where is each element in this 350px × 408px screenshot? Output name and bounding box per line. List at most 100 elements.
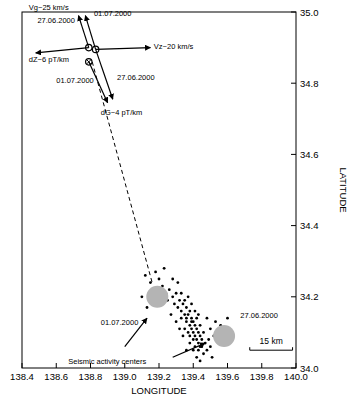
y-tick-label: 35.0 [300, 7, 319, 18]
arrow [96, 49, 113, 99]
seismic-event [144, 274, 147, 277]
seismic-event [178, 299, 181, 302]
seismic-event [209, 327, 212, 330]
seismic-event [163, 267, 166, 270]
annotation: 01.07.2000 [56, 76, 94, 85]
y-tick-label: 34.8 [300, 78, 319, 89]
seismic-event [209, 345, 212, 348]
x-tick-label: 139.2 [147, 371, 171, 382]
x-tick-label: 139.0 [113, 371, 137, 382]
annotation: Vz~20 km/s [154, 42, 194, 51]
annotation: 27.06.2000 [37, 16, 75, 25]
seismic-event [183, 313, 186, 316]
arrow [173, 343, 206, 357]
plot-frame [22, 12, 296, 368]
seismic-event [182, 335, 185, 338]
x-tick [56, 363, 57, 368]
seismic-event [199, 335, 202, 338]
seismic-event [194, 324, 197, 327]
seismic-event [206, 317, 209, 320]
seismic-event [195, 317, 198, 320]
y-tick [291, 83, 296, 84]
track-line [92, 62, 152, 283]
x-tick [261, 363, 262, 368]
chart: 138.4138.6138.8139.0139.2139.4139.6139.8… [0, 0, 350, 408]
x-tick [227, 363, 228, 368]
seismic-event [195, 356, 198, 359]
seismic-event [183, 327, 186, 330]
seismic-event [197, 349, 200, 352]
seismic-event [154, 270, 157, 273]
seismic-event [226, 317, 229, 320]
seismic-event [194, 335, 197, 338]
annotation: 01.07.2000 [101, 318, 139, 327]
seismic-event [171, 278, 174, 281]
annotation: dG~4 pT/km [101, 108, 142, 117]
seismic-event [187, 331, 190, 334]
seismic-event [175, 292, 178, 295]
scale-label: 15 km [260, 336, 283, 346]
y-tick [291, 225, 296, 226]
seismic-event [183, 299, 186, 302]
seismic-event [170, 313, 173, 316]
seismic-event [176, 306, 179, 309]
seismic-event [211, 356, 214, 359]
seismic-event [206, 349, 209, 352]
seismic-event [140, 295, 143, 298]
y-tick [291, 296, 296, 297]
seismic-event [188, 324, 191, 327]
seismic-event [200, 338, 203, 341]
x-axis-label: LONGITUDE [131, 385, 186, 396]
y-tick [291, 12, 296, 13]
y-tick-label: 34.6 [300, 149, 319, 160]
y-tick-label: 34.4 [300, 220, 319, 231]
seismic-event [192, 331, 195, 334]
x-tick [193, 363, 194, 368]
scale-bar [250, 347, 293, 350]
seismic-event [192, 338, 195, 341]
annotation: Vg~25 km/s [29, 3, 69, 12]
x-tick-label: 139.4 [181, 371, 205, 382]
y-axis-label: LATITUDE [338, 167, 349, 212]
seismic-event [180, 310, 183, 313]
annotation: dZ~6 pT/km [29, 55, 69, 64]
y-tick-label: 34.2 [300, 291, 319, 302]
x-tick-label: 139.6 [216, 371, 240, 382]
seismic-event [149, 281, 152, 284]
seismic-event [180, 292, 183, 295]
activity-center [146, 286, 168, 308]
seismic-event [202, 352, 205, 355]
y-tick [291, 154, 296, 155]
arrow [85, 16, 95, 50]
seismic-event [182, 303, 185, 306]
seismic-event [207, 338, 210, 341]
seismic-event [190, 320, 193, 323]
seismic-event [202, 331, 205, 334]
seismic-event [190, 317, 193, 320]
arrow [96, 48, 151, 50]
x-tick-label: 138.4 [10, 371, 34, 382]
seismic-event [190, 327, 193, 330]
seismic-event [173, 303, 176, 306]
seismic-event [188, 310, 191, 313]
seismic-event [178, 327, 181, 330]
seismic-event [185, 320, 188, 323]
annotation: 27.06.2000 [240, 311, 278, 320]
annotation: Seismic activity centers [68, 357, 146, 366]
annotation: 01.07.2000 [94, 9, 132, 18]
x-tick-label: 139.8 [250, 371, 274, 382]
seismic-event [146, 306, 149, 309]
y-tick [291, 368, 296, 369]
seismic-event [188, 335, 191, 338]
seismic-event [171, 295, 174, 298]
seismic-event [197, 313, 200, 316]
plot-area [36, 16, 293, 363]
seismic-event [187, 313, 190, 316]
seismic-event [175, 320, 178, 323]
arrow [36, 48, 89, 53]
seismic-event [185, 306, 188, 309]
seismic-event [197, 342, 200, 345]
seismic-event [180, 317, 183, 320]
activity-center [213, 325, 235, 347]
x-tick-label: 138.8 [79, 371, 103, 382]
